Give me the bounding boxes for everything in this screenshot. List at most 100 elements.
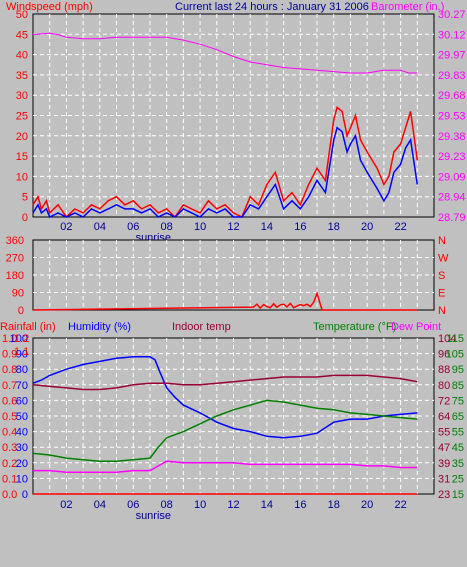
wind-y-tick-label: 0 (22, 212, 28, 224)
temperature-y-tick-label: 85 (452, 380, 464, 392)
barometer-y-tick-label: 28.79 (438, 212, 466, 224)
wind-x-tick-label: 22 (394, 221, 406, 233)
indoor-temp-y-tick-label: 55 (438, 427, 450, 439)
temperature-y-tick-label: 15 (452, 489, 464, 501)
indoor-temp-y-tick-label: 96 (438, 349, 450, 361)
wind-y-tick-label: 20 (16, 131, 28, 143)
climate-sunrise-label: sunrise (136, 510, 171, 522)
barometer-y-tick-label: 29.68 (438, 90, 466, 102)
temperature-y-tick-label: 95 (452, 364, 464, 376)
wind-y-tick-label: 5 (22, 192, 28, 204)
rainfall-extra-tick-label: 1.2 (14, 333, 29, 345)
indoor-temp-y-tick-label: 47 (438, 442, 450, 454)
barometer-y-tick-label: 29.09 (438, 171, 466, 183)
rainfall-y-tick-label: 0.8 (2, 364, 17, 376)
wind-x-tick-label: 18 (328, 221, 340, 233)
humidity-y-tick-label: 100 (10, 333, 28, 345)
temperature-y-tick-label: 25 (452, 473, 464, 485)
wind-x-tick-label: 08 (161, 221, 173, 233)
temperature-y-tick-label: 115 (446, 333, 464, 345)
climate-panel: 0.0 0.1 0.2 0.3 0.4 0.5 0.6 0.7 0.8 0.9 1.0 0 10 20 30… (0, 333, 464, 522)
direction-compass-label: S (438, 270, 445, 282)
climate-x-tick-label: 06 (127, 499, 139, 511)
wind-y-tick-label: 35 (16, 70, 28, 82)
dew-point-axis-title: Dew Point (391, 321, 441, 333)
climate-x-tick-label: 22 (394, 499, 406, 511)
climate-series-humidity (32, 355, 418, 439)
humidity-y-tick-label: 30 (16, 442, 28, 454)
climate-x-tick-label: 16 (294, 499, 306, 511)
rainfall-y-tick-label: 0.0 (2, 489, 17, 501)
barometer-axis-title: Barometer (in.) (371, 1, 444, 13)
temperature-y-tick-label: 45 (452, 442, 464, 454)
wind-x-tick-label: 06 (127, 221, 139, 233)
climate-x-tick-label: 08 (161, 499, 173, 511)
humidity-y-tick-label: 0 (22, 489, 28, 501)
barometer-y-tick-label: 30.12 (438, 29, 466, 41)
wind-x-tick-label: 20 (361, 221, 373, 233)
rainfall-y-tick-label: 0.7 (2, 380, 17, 392)
climate-left-axis-band (0, 333, 13, 503)
rainfall-axis-title: Rainfall (in) (0, 321, 56, 333)
direction-y-tick-label: 0 (18, 305, 24, 317)
humidity-y-tick-label: 50 (16, 411, 28, 423)
climate-x-tick-label: 10 (194, 499, 206, 511)
wind-y-tick-label: 30 (16, 90, 28, 102)
rainfall-y-tick-label: 1.0 (2, 333, 17, 345)
indoor-temp-y-tick-label: 104 (438, 333, 456, 345)
wind-x-tick-label: 10 (194, 221, 206, 233)
temperature-y-tick-label: 75 (452, 395, 464, 407)
barometer-y-tick-label: 29.38 (438, 131, 466, 143)
climate-x-tick-label: 20 (361, 499, 373, 511)
climate-x-tick-label: 04 (94, 499, 106, 511)
humidity-y-tick-label: 20 (16, 458, 28, 470)
wind-y-tick-label: 45 (16, 29, 28, 41)
indoor-temp-y-tick-label: 80 (438, 380, 450, 392)
wind-y-tick-label: 25 (16, 111, 28, 123)
temperature-y-tick-label: 65 (452, 411, 464, 423)
humidity-y-tick-label: 60 (16, 395, 28, 407)
windspeed-axis-title: Windspeed (mph) (6, 1, 93, 13)
direction-series (32, 291, 418, 311)
indoor-temp-y-tick-label: 31 (438, 473, 450, 485)
wind-x-tick-label: 04 (94, 221, 106, 233)
chart-title: Current last 24 hours : January 31 2006 (175, 1, 369, 13)
direction-y-tick-label: 360 (6, 235, 24, 247)
rainfall-y-tick-label: 0.2 (2, 458, 17, 470)
barometer-y-tick-label: 29.83 (438, 70, 466, 82)
climate-series-indoor (32, 374, 418, 391)
direction-compass-label: W (438, 253, 449, 265)
wind-x-tick-label: 12 (227, 221, 239, 233)
wind-series-barometer (32, 32, 418, 74)
direction-y-tick-label: 90 (12, 288, 24, 300)
direction-compass-label: E (438, 288, 445, 300)
humidity-y-tick-label: 10 (16, 473, 28, 485)
humidity-y-tick-label: 40 (16, 427, 28, 439)
wind-x-tick-label: 02 (60, 221, 72, 233)
indoor-temp-y-tick-label: 64 (438, 411, 450, 423)
wind-x-tick-label: 14 (261, 221, 273, 233)
rainfall-y-tick-label: 0.9 (2, 349, 17, 361)
direction-compass-label: N (438, 305, 446, 317)
humidity-y-tick-label: 80 (16, 364, 28, 376)
barometer-y-tick-label: 28.94 (438, 192, 466, 204)
indoor-temp-y-tick-label: 39 (438, 458, 450, 470)
wind-y-tick-label: 40 (16, 50, 28, 62)
indoor-temp-y-tick-label: 88 (438, 364, 450, 376)
wind-y-tick-label: 50 (16, 9, 28, 21)
climate-x-tick-label: 18 (328, 499, 340, 511)
direction-y-tick-label: 180 (6, 270, 24, 282)
temperature-y-tick-label: 105 (446, 349, 464, 361)
direction-y-tick-label: 270 (6, 253, 24, 265)
barometer-y-tick-label: 29.97 (438, 50, 466, 62)
wind-y-tick-label: 10 (16, 171, 28, 183)
rainfall-y-tick-label: 0.5 (2, 411, 17, 423)
climate-x-tick-label: 14 (261, 499, 273, 511)
barometer-y-tick-label: 30.27 (438, 9, 466, 21)
wind-y-tick-label: 15 (16, 151, 28, 163)
indoor-temp-axis-title: Indoor temp (172, 321, 231, 333)
wind-panel: 0 5 10 15 20 25 30 35 40 45 50 28.79 28.94 29.09 29.23… (16, 9, 466, 244)
